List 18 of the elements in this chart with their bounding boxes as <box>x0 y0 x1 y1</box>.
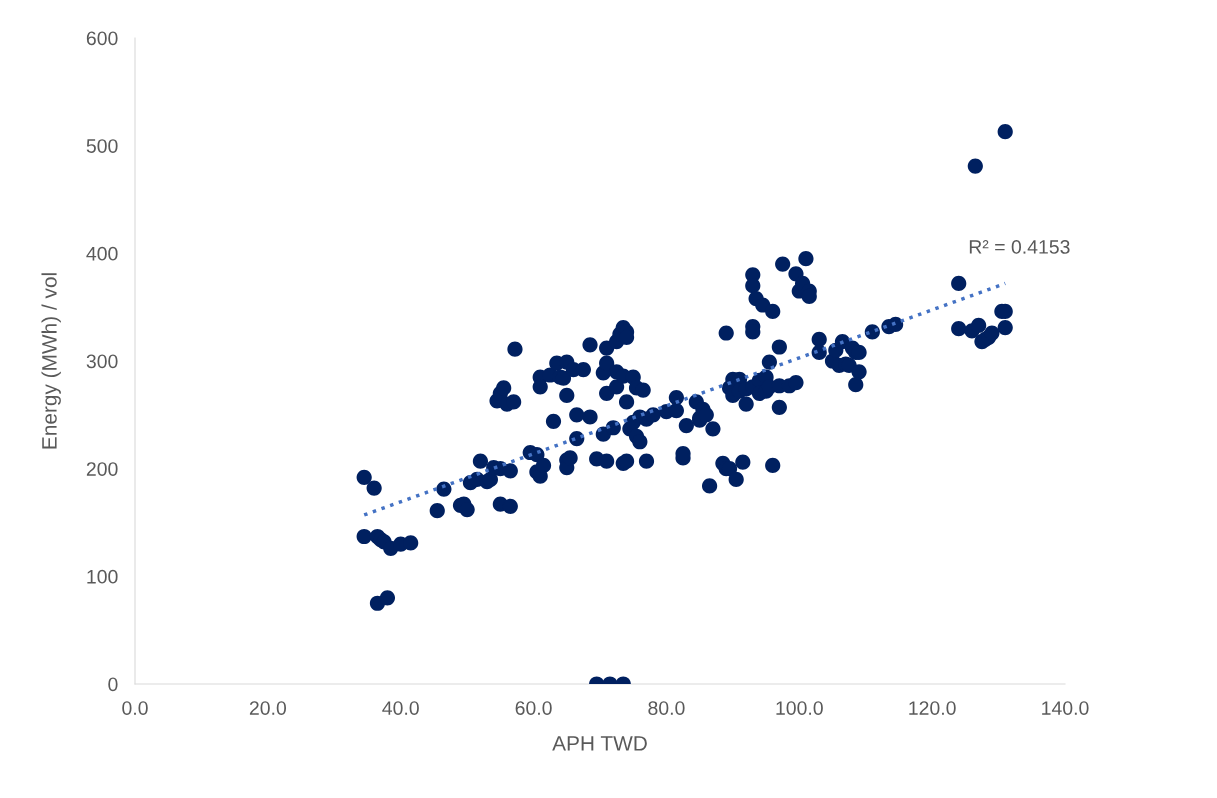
x-tick-label: 60.0 <box>515 701 552 715</box>
annotation: R² = 0.4153 <box>969 240 1070 254</box>
y-tick-label: 500 <box>86 139 118 153</box>
y-tick-label: 200 <box>86 462 118 476</box>
x-tick-label: 100.0 <box>776 701 823 715</box>
x-axis-title: APH TWD <box>552 736 647 751</box>
y-tick-label: 300 <box>86 354 118 369</box>
x-tick-label: 120.0 <box>909 701 956 715</box>
x-tick-label: 80.0 <box>648 701 685 715</box>
x-tick-label: 20.0 <box>249 701 287 715</box>
x-tick-label: 0.0 <box>122 701 148 715</box>
y-axis-title: Energy (MWh) / vol <box>41 273 61 449</box>
x-tick-label: 140.0 <box>1042 701 1089 715</box>
y-tick-label: 100 <box>87 569 118 584</box>
x-tick-label: 40.0 <box>382 701 419 715</box>
y-tick-label: 400 <box>86 246 118 261</box>
y-tick-label: 0 <box>108 677 118 692</box>
y-tick-label: 600 <box>86 31 118 46</box>
